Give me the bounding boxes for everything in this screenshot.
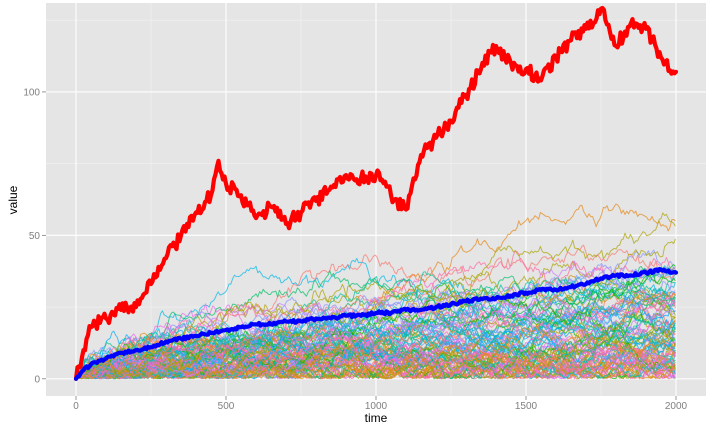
background-series-line [75,290,676,380]
background-series-line [75,326,676,380]
x-tick-label: 1500 [515,401,538,412]
x-axis-title: time [365,411,388,425]
y-tick-label: 100 [23,87,40,98]
red-max-series-line [73,5,679,381]
background-series-line [75,340,676,380]
background-series-line [75,319,676,380]
background-series-line [75,212,676,380]
y-axis-title: value [6,185,20,214]
background-series-group [75,203,676,380]
x-tick-label: 1000 [365,401,388,412]
background-series-line [75,238,676,380]
highlight-series-group [73,5,679,381]
background-series-line [75,304,676,380]
blue-mean-series-line [73,266,679,381]
background-series-line [75,301,676,380]
background-series-line [75,274,676,380]
background-series-line [75,325,676,380]
x-tick-label: 500 [218,401,235,412]
y-tick-label: 50 [29,231,41,242]
y-tick-label: 0 [34,374,40,385]
background-series-line [75,291,676,380]
x-tick-label: 0 [73,401,79,412]
background-series-line [75,294,676,380]
background-series-line [75,270,676,380]
x-tick-label: 2000 [665,401,688,412]
axis-ticks: 0 500 1000 1500 2000 0 50 100 [23,87,687,412]
